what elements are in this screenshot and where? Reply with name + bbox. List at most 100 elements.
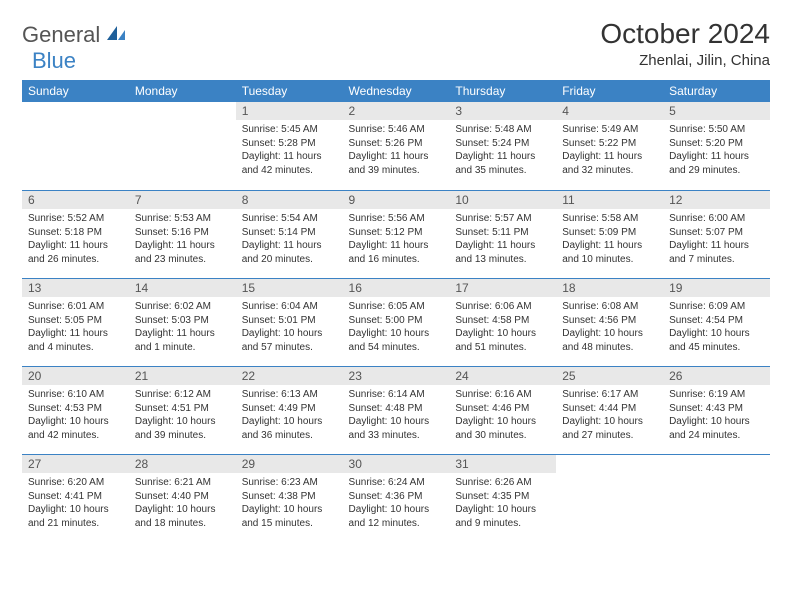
day-number-bar: 8 — [236, 190, 343, 209]
day-details: Sunrise: 6:19 AMSunset: 4:43 PMDaylight:… — [663, 385, 770, 446]
day-number-bar: 10 — [449, 190, 556, 209]
day-details: Sunrise: 6:04 AMSunset: 5:01 PMDaylight:… — [236, 297, 343, 358]
weekday-header: Sunday — [22, 80, 129, 102]
calendar-day-cell: 28Sunrise: 6:21 AMSunset: 4:40 PMDayligh… — [129, 454, 236, 542]
calendar-day-cell: 2Sunrise: 5:46 AMSunset: 5:26 PMDaylight… — [343, 102, 450, 190]
day-details: Sunrise: 5:49 AMSunset: 5:22 PMDaylight:… — [556, 120, 663, 181]
calendar-row: 1Sunrise: 5:45 AMSunset: 5:28 PMDaylight… — [22, 102, 770, 190]
day-number-bar: 22 — [236, 366, 343, 385]
calendar-day-cell: 20Sunrise: 6:10 AMSunset: 4:53 PMDayligh… — [22, 366, 129, 454]
calendar-empty-cell — [129, 102, 236, 190]
calendar-day-cell: 18Sunrise: 6:08 AMSunset: 4:56 PMDayligh… — [556, 278, 663, 366]
day-details: Sunrise: 6:26 AMSunset: 4:35 PMDaylight:… — [449, 473, 556, 534]
day-number-bar — [129, 102, 236, 120]
weekday-header: Thursday — [449, 80, 556, 102]
day-number-bar: 25 — [556, 366, 663, 385]
day-number-bar: 2 — [343, 102, 450, 120]
day-details: Sunrise: 6:13 AMSunset: 4:49 PMDaylight:… — [236, 385, 343, 446]
calendar-row: 27Sunrise: 6:20 AMSunset: 4:41 PMDayligh… — [22, 454, 770, 542]
calendar-day-cell: 11Sunrise: 5:58 AMSunset: 5:09 PMDayligh… — [556, 190, 663, 278]
calendar-day-cell: 13Sunrise: 6:01 AMSunset: 5:05 PMDayligh… — [22, 278, 129, 366]
day-number-bar: 15 — [236, 278, 343, 297]
calendar-day-cell: 14Sunrise: 6:02 AMSunset: 5:03 PMDayligh… — [129, 278, 236, 366]
day-details: Sunrise: 6:24 AMSunset: 4:36 PMDaylight:… — [343, 473, 450, 534]
day-details: Sunrise: 6:00 AMSunset: 5:07 PMDaylight:… — [663, 209, 770, 270]
calendar-table: SundayMondayTuesdayWednesdayThursdayFrid… — [22, 80, 770, 542]
day-details: Sunrise: 6:08 AMSunset: 4:56 PMDaylight:… — [556, 297, 663, 358]
day-details: Sunrise: 6:09 AMSunset: 4:54 PMDaylight:… — [663, 297, 770, 358]
day-details: Sunrise: 6:14 AMSunset: 4:48 PMDaylight:… — [343, 385, 450, 446]
day-number-bar: 27 — [22, 454, 129, 473]
day-number-bar: 17 — [449, 278, 556, 297]
day-number-bar: 3 — [449, 102, 556, 120]
title-block: October 2024 Zhenlai, Jilin, China — [600, 18, 770, 69]
calendar-day-cell: 7Sunrise: 5:53 AMSunset: 5:16 PMDaylight… — [129, 190, 236, 278]
calendar-day-cell: 15Sunrise: 6:04 AMSunset: 5:01 PMDayligh… — [236, 278, 343, 366]
day-details: Sunrise: 6:20 AMSunset: 4:41 PMDaylight:… — [22, 473, 129, 534]
month-title: October 2024 — [600, 18, 770, 50]
calendar-day-cell: 23Sunrise: 6:14 AMSunset: 4:48 PMDayligh… — [343, 366, 450, 454]
calendar-day-cell: 31Sunrise: 6:26 AMSunset: 4:35 PMDayligh… — [449, 454, 556, 542]
day-number-bar — [663, 454, 770, 473]
day-number-bar — [22, 102, 129, 120]
day-number-bar: 14 — [129, 278, 236, 297]
day-details: Sunrise: 6:16 AMSunset: 4:46 PMDaylight:… — [449, 385, 556, 446]
calendar-day-cell: 3Sunrise: 5:48 AMSunset: 5:24 PMDaylight… — [449, 102, 556, 190]
day-number-bar: 5 — [663, 102, 770, 120]
calendar-day-cell: 29Sunrise: 6:23 AMSunset: 4:38 PMDayligh… — [236, 454, 343, 542]
calendar-empty-cell — [556, 454, 663, 542]
calendar-day-cell: 22Sunrise: 6:13 AMSunset: 4:49 PMDayligh… — [236, 366, 343, 454]
calendar-day-cell: 25Sunrise: 6:17 AMSunset: 4:44 PMDayligh… — [556, 366, 663, 454]
logo-text-block: General Blue — [22, 22, 127, 74]
day-details: Sunrise: 5:58 AMSunset: 5:09 PMDaylight:… — [556, 209, 663, 270]
day-details: Sunrise: 6:12 AMSunset: 4:51 PMDaylight:… — [129, 385, 236, 446]
day-number-bar: 11 — [556, 190, 663, 209]
logo: General Blue — [22, 18, 127, 74]
calendar-day-cell: 8Sunrise: 5:54 AMSunset: 5:14 PMDaylight… — [236, 190, 343, 278]
weekday-header: Monday — [129, 80, 236, 102]
day-details: Sunrise: 6:23 AMSunset: 4:38 PMDaylight:… — [236, 473, 343, 534]
calendar-row: 13Sunrise: 6:01 AMSunset: 5:05 PMDayligh… — [22, 278, 770, 366]
calendar-day-cell: 12Sunrise: 6:00 AMSunset: 5:07 PMDayligh… — [663, 190, 770, 278]
day-number-bar: 26 — [663, 366, 770, 385]
calendar-day-cell: 9Sunrise: 5:56 AMSunset: 5:12 PMDaylight… — [343, 190, 450, 278]
day-number-bar: 13 — [22, 278, 129, 297]
calendar-empty-cell — [22, 102, 129, 190]
day-number-bar: 12 — [663, 190, 770, 209]
day-details: Sunrise: 5:45 AMSunset: 5:28 PMDaylight:… — [236, 120, 343, 181]
day-details: Sunrise: 6:01 AMSunset: 5:05 PMDaylight:… — [22, 297, 129, 358]
day-number-bar: 28 — [129, 454, 236, 473]
day-number-bar: 18 — [556, 278, 663, 297]
day-number-bar: 29 — [236, 454, 343, 473]
day-number-bar: 20 — [22, 366, 129, 385]
calendar-page: General Blue October 2024 Zhenlai, Jilin… — [0, 0, 792, 552]
calendar-row: 6Sunrise: 5:52 AMSunset: 5:18 PMDaylight… — [22, 190, 770, 278]
calendar-day-cell: 21Sunrise: 6:12 AMSunset: 4:51 PMDayligh… — [129, 366, 236, 454]
calendar-day-cell: 1Sunrise: 5:45 AMSunset: 5:28 PMDaylight… — [236, 102, 343, 190]
location: Zhenlai, Jilin, China — [600, 52, 770, 69]
calendar-day-cell: 24Sunrise: 6:16 AMSunset: 4:46 PMDayligh… — [449, 366, 556, 454]
weekday-header: Tuesday — [236, 80, 343, 102]
day-details: Sunrise: 6:10 AMSunset: 4:53 PMDaylight:… — [22, 385, 129, 446]
day-number-bar: 7 — [129, 190, 236, 209]
day-number-bar: 1 — [236, 102, 343, 120]
weekday-header-row: SundayMondayTuesdayWednesdayThursdayFrid… — [22, 80, 770, 102]
day-details: Sunrise: 6:02 AMSunset: 5:03 PMDaylight:… — [129, 297, 236, 358]
calendar-day-cell: 27Sunrise: 6:20 AMSunset: 4:41 PMDayligh… — [22, 454, 129, 542]
day-number-bar: 24 — [449, 366, 556, 385]
day-number-bar: 23 — [343, 366, 450, 385]
day-number-bar: 6 — [22, 190, 129, 209]
day-details: Sunrise: 5:57 AMSunset: 5:11 PMDaylight:… — [449, 209, 556, 270]
sail-icon — [105, 24, 127, 47]
calendar-day-cell: 5Sunrise: 5:50 AMSunset: 5:20 PMDaylight… — [663, 102, 770, 190]
calendar-day-cell: 16Sunrise: 6:05 AMSunset: 5:00 PMDayligh… — [343, 278, 450, 366]
day-number-bar: 16 — [343, 278, 450, 297]
calendar-body: 1Sunrise: 5:45 AMSunset: 5:28 PMDaylight… — [22, 102, 770, 542]
logo-word-blue: Blue — [32, 48, 76, 73]
calendar-day-cell: 19Sunrise: 6:09 AMSunset: 4:54 PMDayligh… — [663, 278, 770, 366]
calendar-day-cell: 30Sunrise: 6:24 AMSunset: 4:36 PMDayligh… — [343, 454, 450, 542]
day-number-bar: 9 — [343, 190, 450, 209]
day-number-bar: 31 — [449, 454, 556, 473]
calendar-day-cell: 10Sunrise: 5:57 AMSunset: 5:11 PMDayligh… — [449, 190, 556, 278]
day-number-bar: 4 — [556, 102, 663, 120]
